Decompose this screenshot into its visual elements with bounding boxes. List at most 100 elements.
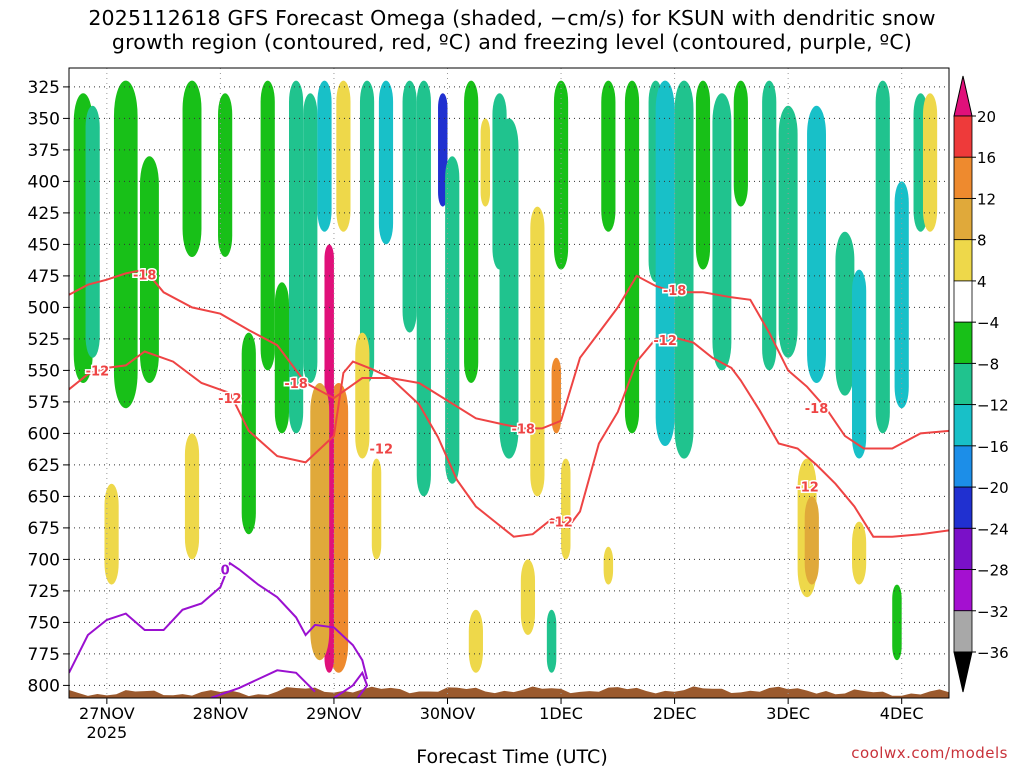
contour-label: -12 xyxy=(549,516,573,531)
colorbar-band xyxy=(953,321,973,364)
omega-core xyxy=(659,135,671,392)
ascent-patch xyxy=(182,80,202,257)
ascent-patch xyxy=(601,80,616,232)
x-tick-label: 2DEC xyxy=(653,704,697,723)
y-tick-label: 575 xyxy=(28,393,60,413)
colorbar-band xyxy=(953,486,973,529)
colorbar-label: −28 xyxy=(977,562,1009,580)
y-tick-label: 800 xyxy=(28,676,60,696)
ascent-patch xyxy=(553,80,569,270)
y-tick-label: 600 xyxy=(28,424,60,444)
descent-patch xyxy=(922,93,938,232)
y-tick-label: 525 xyxy=(28,330,60,350)
ascent-patch xyxy=(892,584,902,661)
credit-text: coolwx.com/models xyxy=(851,744,1008,762)
chart-title: 2025112618 GFS Forecast Omega (shaded, −… xyxy=(0,6,1024,54)
omega-core xyxy=(382,105,390,220)
colorbar: 20 16 12 8 4 −4 −8 −12 −16 −20 −24 −28 −32 −36 xyxy=(953,75,1009,693)
omega-core xyxy=(320,103,329,210)
descent-patch xyxy=(104,483,119,585)
colorbar-band xyxy=(953,404,973,447)
dgz-contour--18 xyxy=(69,268,949,450)
descent-patch xyxy=(468,609,483,673)
colorbar-label: −8 xyxy=(977,355,999,373)
ascent-patch xyxy=(260,80,275,371)
y-tick-label: 750 xyxy=(28,613,60,633)
y-tick-label: 450 xyxy=(28,235,60,255)
y-tick-label: 400 xyxy=(28,172,60,192)
ascent-patch xyxy=(241,332,256,535)
omega-core xyxy=(678,137,690,402)
descent-patch xyxy=(371,458,382,560)
x-tick-label: 3DEC xyxy=(766,704,810,723)
omega-core xyxy=(314,424,325,619)
omega-core xyxy=(503,169,515,408)
colorbar-label: 20 xyxy=(977,108,996,126)
descent-patch xyxy=(480,118,491,207)
omega-core xyxy=(88,143,97,320)
descent-patch xyxy=(520,559,536,635)
descent-patch xyxy=(561,458,571,560)
y-tick-label: 775 xyxy=(28,645,60,665)
omega-core xyxy=(807,509,816,572)
gridlines xyxy=(69,68,949,698)
colorbar-band xyxy=(953,115,973,158)
omega-core xyxy=(716,134,728,329)
omega-core xyxy=(765,124,774,327)
colorbar-label: 12 xyxy=(977,190,996,208)
y-tick-label: 725 xyxy=(28,582,60,602)
x-tick-sublabel: 2025 xyxy=(86,723,127,742)
x-tick-label: 29NOV xyxy=(306,704,362,723)
colorbar-label: −24 xyxy=(977,520,1009,538)
dgz-contour--12 xyxy=(69,336,949,538)
contour-label: -18 xyxy=(284,377,308,392)
descent-patch xyxy=(336,80,351,232)
y-tick-label: 550 xyxy=(28,361,60,381)
colorbar-band xyxy=(953,362,973,406)
ascent-patch xyxy=(624,80,640,434)
omega-core xyxy=(419,142,428,435)
colorbar-band xyxy=(953,569,973,612)
colorbar-label: 4 xyxy=(977,273,987,291)
descent-patch xyxy=(530,206,545,497)
colorbar-band xyxy=(953,156,973,199)
freezing-level-contour xyxy=(69,561,369,680)
y-tick-label: 375 xyxy=(28,141,60,161)
contour-label: -12 xyxy=(86,364,110,379)
x-tick-label: 1DEC xyxy=(539,704,583,723)
colorbar-label: −20 xyxy=(977,479,1009,497)
omega-core xyxy=(782,143,794,320)
colorbar-label: −32 xyxy=(977,603,1009,621)
ascent-patch xyxy=(274,282,289,434)
y-tick-label: 675 xyxy=(28,519,60,539)
y-tick-label: 475 xyxy=(28,267,60,287)
colorbar-label: −16 xyxy=(977,438,1009,456)
title-line-1: 2025112618 GFS Forecast Omega (shaded, −… xyxy=(88,6,936,30)
omega-core xyxy=(292,133,300,381)
x-tick-label: 4DEC xyxy=(880,704,924,723)
descent-patch xyxy=(355,332,370,459)
freezing-level-contour xyxy=(333,670,369,698)
colorbar-top-cap xyxy=(953,75,973,117)
y-tick-label: 500 xyxy=(28,298,60,318)
colorbar-band xyxy=(953,198,973,241)
ascent-patch xyxy=(695,80,711,270)
ascent-patch xyxy=(733,80,748,207)
y-tick-label: 700 xyxy=(28,550,60,570)
omega-core xyxy=(548,619,555,664)
contour-label: -12 xyxy=(653,334,677,349)
x-axis-title: Forecast Time (UTC) xyxy=(416,746,608,768)
colorbar-band xyxy=(953,445,973,488)
colorbar-label: −12 xyxy=(977,397,1009,415)
contour-label: -18 xyxy=(805,402,829,417)
omega-core xyxy=(440,110,446,190)
contour-label: -12 xyxy=(218,392,242,407)
omega-core xyxy=(553,369,559,423)
omega-core xyxy=(916,113,925,212)
colorbar-band xyxy=(953,610,973,653)
contour-label: -18 xyxy=(133,269,157,284)
plot-area: -18 -18 -18 -18 -18 -12 -12 -12 -12 -12 -12 0 xyxy=(69,68,949,698)
omega-core xyxy=(811,147,822,342)
ascent-patch xyxy=(113,80,138,409)
